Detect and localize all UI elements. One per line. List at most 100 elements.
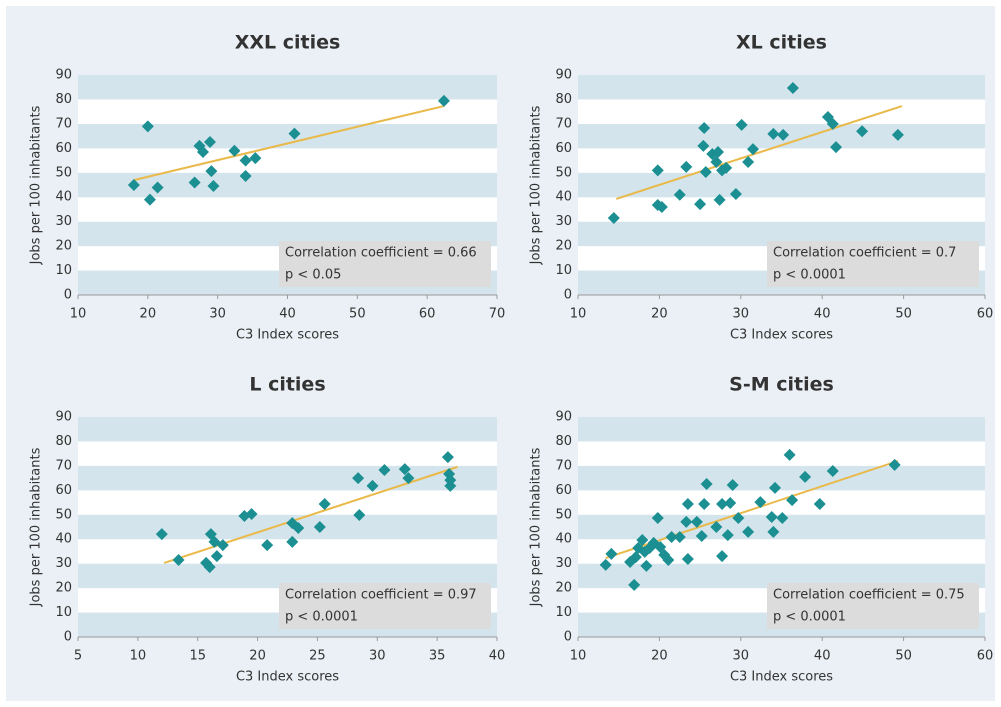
x-tick-label: 40 xyxy=(489,649,506,664)
point xyxy=(437,94,450,107)
annotation: Correlation coefficient = 0.75 xyxy=(773,588,965,603)
x-tick-label: 50 xyxy=(895,307,912,322)
x-tick-label: 20 xyxy=(651,307,668,322)
y-tick-label: 70 xyxy=(55,458,72,473)
y-tick-label: 70 xyxy=(555,458,572,473)
point xyxy=(695,530,708,543)
y-tick-label: 40 xyxy=(555,532,572,547)
point xyxy=(710,156,723,169)
point xyxy=(697,139,710,152)
x-axis-title: C3 Index scores xyxy=(730,670,833,685)
chart-title: L cities xyxy=(249,374,325,396)
y-tick-label: 30 xyxy=(555,556,572,571)
x-tick-label: 10 xyxy=(570,649,587,664)
grid-band xyxy=(78,514,497,540)
y-tick-label: 50 xyxy=(55,165,72,180)
point xyxy=(673,531,686,544)
grid-band xyxy=(78,148,497,173)
y-tick-label: 30 xyxy=(55,214,72,229)
grid-band xyxy=(578,490,985,515)
grid-band xyxy=(578,172,985,198)
point xyxy=(680,515,693,528)
grid-band xyxy=(578,441,985,466)
point xyxy=(720,161,733,174)
x-tick-label: 20 xyxy=(249,649,266,664)
x-tick-label: 60 xyxy=(419,307,436,322)
point xyxy=(754,496,767,509)
x-tick-label: 30 xyxy=(209,307,226,322)
y-tick-label: 80 xyxy=(55,92,72,107)
y-tick-label: 10 xyxy=(555,263,572,278)
point xyxy=(210,550,223,563)
point xyxy=(786,494,799,507)
point xyxy=(721,529,734,542)
point xyxy=(228,144,241,157)
point xyxy=(655,201,668,213)
y-tick-label: 70 xyxy=(555,116,572,131)
y-tick-label: 90 xyxy=(55,68,72,83)
point xyxy=(735,118,748,131)
point xyxy=(713,193,726,206)
point xyxy=(799,470,812,483)
x-tick-label: 30 xyxy=(369,649,386,664)
point xyxy=(629,551,642,564)
y-tick-label: 20 xyxy=(55,581,72,596)
y-axis-title: Jobs per 100 inhabitants xyxy=(529,447,544,607)
point xyxy=(826,117,839,130)
point xyxy=(726,478,739,491)
point xyxy=(205,165,218,178)
point xyxy=(662,554,675,566)
point xyxy=(203,135,216,148)
grid-band xyxy=(78,75,497,100)
point xyxy=(444,479,457,492)
y-tick-label: 60 xyxy=(55,141,72,156)
point xyxy=(292,521,305,534)
point xyxy=(353,509,366,522)
x-tick-label: 30 xyxy=(733,649,750,664)
x-tick-label: 40 xyxy=(814,649,831,664)
point xyxy=(188,176,201,189)
chart-title: S-M cities xyxy=(729,374,834,396)
x-axis-title: C3 Index scores xyxy=(730,328,833,343)
point xyxy=(681,553,694,566)
grid-band xyxy=(578,417,985,442)
annotation: p < 0.05 xyxy=(285,268,341,283)
y-tick-label: 20 xyxy=(555,581,572,596)
y-tick-label: 0 xyxy=(64,630,72,645)
point xyxy=(628,578,641,591)
annotation: Correlation coefficient = 0.66 xyxy=(285,246,477,261)
x-tick-label: 30 xyxy=(733,307,750,322)
point xyxy=(710,521,723,533)
point xyxy=(732,511,745,524)
point xyxy=(777,128,790,141)
point xyxy=(141,120,154,133)
point xyxy=(767,525,780,538)
x-tick-label: 20 xyxy=(651,649,668,664)
point xyxy=(767,127,780,140)
point xyxy=(402,472,415,485)
point xyxy=(441,451,454,464)
point xyxy=(127,179,140,191)
point xyxy=(694,198,707,211)
grid-band xyxy=(78,539,497,564)
point xyxy=(724,497,737,510)
point xyxy=(826,465,839,478)
point xyxy=(352,472,365,485)
point xyxy=(143,193,156,206)
x-tick-label: 35 xyxy=(429,649,446,664)
point xyxy=(151,181,164,194)
y-tick-label: 20 xyxy=(555,239,572,254)
point xyxy=(216,539,229,552)
point xyxy=(681,498,694,511)
x-tick-label: 60 xyxy=(977,649,994,664)
grid-band xyxy=(578,99,985,124)
point xyxy=(599,558,612,571)
annotation: Correlation coefficient = 0.97 xyxy=(285,588,477,603)
point xyxy=(888,458,901,471)
point xyxy=(712,146,725,158)
annotation-box xyxy=(767,241,979,287)
point xyxy=(665,531,678,544)
point xyxy=(398,463,411,476)
grid-band xyxy=(78,123,497,149)
